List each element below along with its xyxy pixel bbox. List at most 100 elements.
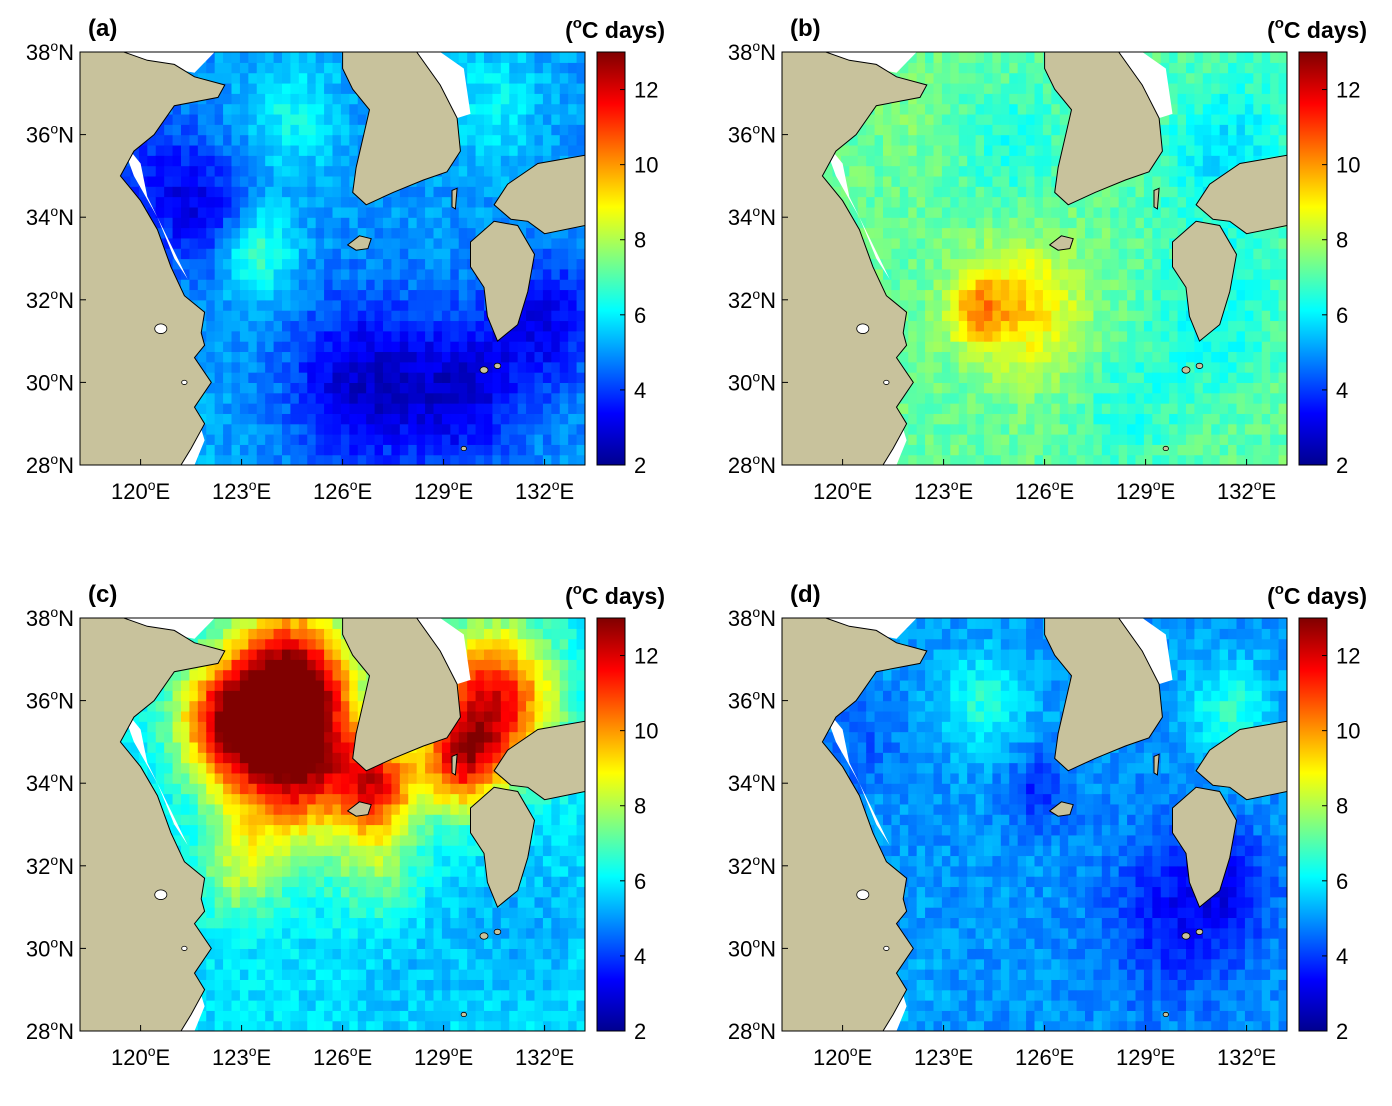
tick-number: 28	[26, 453, 50, 478]
grid-cell	[299, 114, 308, 125]
grid-cell	[1203, 413, 1212, 424]
grid-cell	[232, 320, 241, 331]
grid-cell	[1245, 362, 1254, 373]
grid-cell	[1068, 413, 1077, 424]
grid-cell	[290, 217, 299, 228]
grid-cell	[492, 83, 501, 94]
grid-cell	[215, 403, 224, 414]
grid-cell	[181, 238, 190, 249]
grid-cell	[1001, 228, 1010, 239]
grid-cell	[1077, 259, 1086, 270]
grid-cell	[442, 300, 451, 311]
grid-cell	[290, 424, 299, 435]
grid-cell	[375, 393, 384, 404]
grid-cell	[1220, 83, 1229, 94]
grid-cell	[1237, 424, 1246, 435]
grid-cell	[1001, 259, 1010, 270]
grid-cell	[358, 331, 367, 342]
grid-cell	[366, 351, 375, 362]
grid-cell	[156, 145, 165, 156]
grid-cell	[215, 269, 224, 280]
grid-cell	[1136, 269, 1145, 280]
grid-cell	[577, 93, 586, 104]
grid-cell	[1043, 83, 1052, 94]
grid-cell	[1228, 444, 1237, 455]
grid-cell	[1270, 83, 1279, 94]
grid-cell	[551, 372, 560, 383]
grid-cell	[257, 83, 266, 94]
grid-cell	[934, 372, 943, 383]
grid-cell	[1026, 372, 1035, 383]
grid-cell	[501, 403, 510, 414]
grid-cell	[257, 269, 266, 280]
grid-cell	[484, 124, 493, 135]
grid-cell	[1035, 83, 1044, 94]
grid-cell	[526, 455, 535, 466]
grid-cell	[992, 434, 1001, 445]
grid-cell	[577, 248, 586, 259]
grid-cell	[1270, 403, 1279, 414]
grid-cell	[560, 259, 569, 270]
grid-cell	[1237, 124, 1246, 135]
grid-cell	[240, 207, 249, 218]
lon-tick-label: 129oE	[414, 477, 473, 504]
grid-cell	[1009, 186, 1018, 197]
tick-number: 36	[728, 123, 752, 148]
grid-cell	[341, 259, 350, 270]
grid-cell	[442, 310, 451, 321]
colorbar-unit-label: (oC days)	[565, 15, 665, 43]
grid-cell	[476, 424, 485, 435]
grid-cell	[189, 124, 198, 135]
island	[461, 446, 466, 450]
grid-cell	[984, 52, 993, 63]
grid-cell	[467, 372, 476, 383]
grid-cell	[959, 331, 968, 342]
grid-cell	[551, 403, 560, 414]
grid-cell	[1178, 197, 1187, 208]
grid-cell	[400, 424, 409, 435]
grid-cell	[976, 186, 985, 197]
grid-cell	[383, 217, 392, 228]
grid-cell	[934, 176, 943, 187]
grid-cell	[1018, 197, 1027, 208]
grid-cell	[1068, 434, 1077, 445]
grid-cell	[1203, 444, 1212, 455]
grid-cell	[1186, 424, 1195, 435]
grid-cell	[543, 93, 552, 104]
grid-cell	[976, 73, 985, 84]
grid-cell	[568, 135, 577, 146]
grid-cell	[501, 444, 510, 455]
grid-cell	[1077, 372, 1086, 383]
grid-cell	[366, 217, 375, 228]
grid-cell	[1009, 444, 1018, 455]
grid-cell	[942, 372, 951, 383]
grid-cell	[282, 124, 291, 135]
grid-cell	[434, 197, 443, 208]
grid-cell	[232, 248, 241, 259]
grid-cell	[1102, 300, 1111, 311]
grid-cell	[1262, 145, 1271, 156]
grid-cell	[551, 104, 560, 115]
grid-cell	[1194, 166, 1203, 177]
grid-cell	[908, 62, 917, 73]
grid-cell	[181, 176, 190, 187]
grid-cell	[1043, 320, 1052, 331]
grid-cell	[240, 372, 249, 383]
grid-cell	[1026, 155, 1035, 166]
grid-cell	[324, 145, 333, 156]
grid-cell	[1119, 382, 1128, 393]
grid-cell	[1110, 382, 1119, 393]
grid-cell	[841, 145, 850, 156]
grid-cell	[476, 455, 485, 466]
grid-cell	[1178, 393, 1187, 404]
grid-cell	[984, 382, 993, 393]
grid-cell	[240, 434, 249, 445]
grid-cell	[232, 444, 241, 455]
grid-cell	[560, 279, 569, 290]
grid-cell	[434, 238, 443, 249]
grid-cell	[215, 238, 224, 249]
grid-cell	[391, 207, 400, 218]
grid-cell	[950, 434, 959, 445]
grid-cell	[1169, 135, 1178, 146]
grid-cell	[408, 269, 417, 280]
